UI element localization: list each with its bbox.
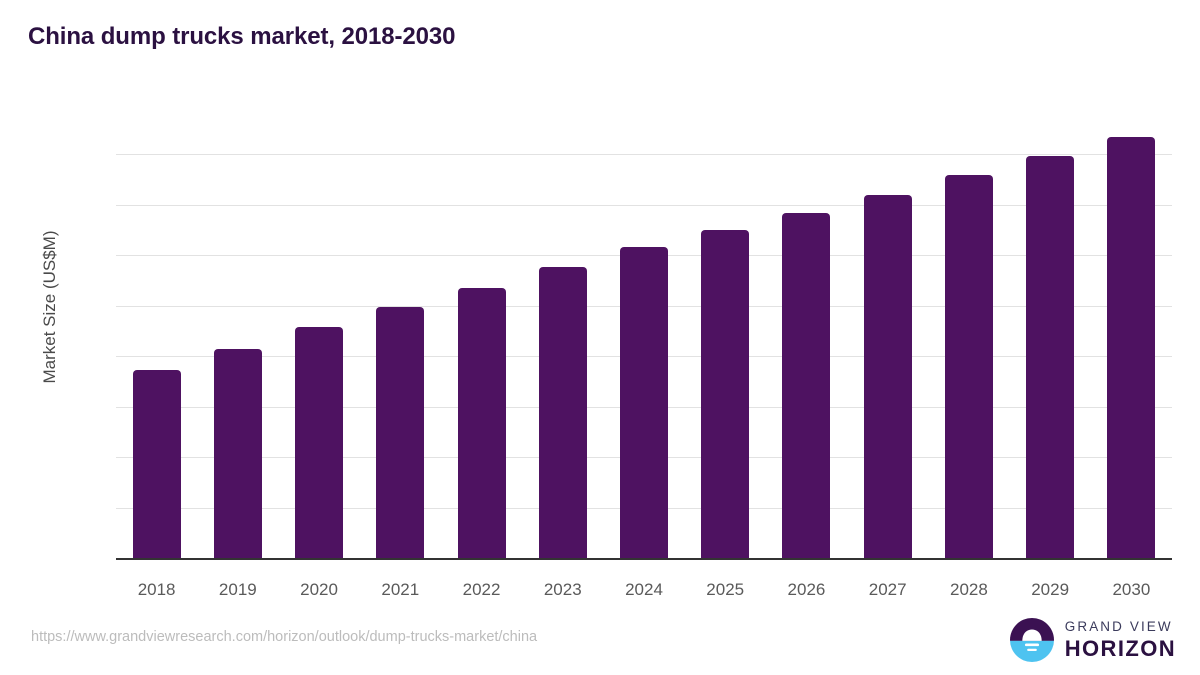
x-tick-label-2027: 2027: [868, 580, 907, 599]
horizon-sunrise-logo-icon: [1009, 618, 1054, 662]
bar-2020[interactable]: [295, 326, 344, 558]
bar-2027[interactable]: [863, 194, 912, 558]
x-tick-label-2024: 2024: [625, 580, 663, 599]
bar-2024[interactable]: [620, 247, 668, 558]
bar-2030[interactable]: [1107, 137, 1156, 558]
source-url[interactable]: https://www.grandviewresearch.com/horizo…: [31, 629, 538, 645]
gridline-35k: [116, 204, 1172, 206]
y-axis-title: Market Size (US$M): [40, 230, 59, 384]
x-tick-label-2029: 2029: [1031, 580, 1070, 599]
bar-2026[interactable]: [782, 212, 831, 558]
bar-2028[interactable]: [944, 175, 993, 558]
bar-2018[interactable]: [132, 370, 181, 558]
gridline-40k: [116, 154, 1172, 156]
x-tick-label-2020: 2020: [300, 580, 338, 599]
bar-2023[interactable]: [538, 267, 587, 558]
brand-line-1: GRAND VIEW: [1064, 619, 1173, 635]
bar-2019[interactable]: [213, 349, 262, 558]
bar-2022[interactable]: [457, 287, 506, 558]
x-tick-label-2025: 2025: [706, 580, 745, 599]
brand-wordmark: GRAND VIEW HORIZON: [1065, 620, 1176, 660]
page-title: China dump trucks market, 2018-2030: [28, 23, 456, 50]
x-tick-label-2028: 2028: [950, 580, 988, 599]
gridline-0: [116, 558, 1172, 560]
brand-logo: GRAND VIEW HORIZON: [1009, 618, 1176, 662]
bar-2025[interactable]: [701, 229, 750, 558]
plot-area: 05k10k15k20k25k30k35k40k 201820192020202…: [116, 124, 1172, 599]
x-tick-label-2030: 2030: [1112, 580, 1151, 599]
x-tick-label-2026: 2026: [787, 580, 826, 599]
x-tick-label-2023: 2023: [543, 580, 582, 599]
x-tick-label-2021: 2021: [381, 580, 420, 599]
x-tick-label-2018: 2018: [137, 580, 176, 599]
x-tick-label-2019: 2019: [218, 580, 257, 599]
bar-2029[interactable]: [1026, 156, 1075, 558]
bar-2021[interactable]: [376, 306, 425, 558]
brand-line-2: HORIZON: [1064, 635, 1176, 661]
x-tick-label-2022: 2022: [462, 580, 501, 599]
